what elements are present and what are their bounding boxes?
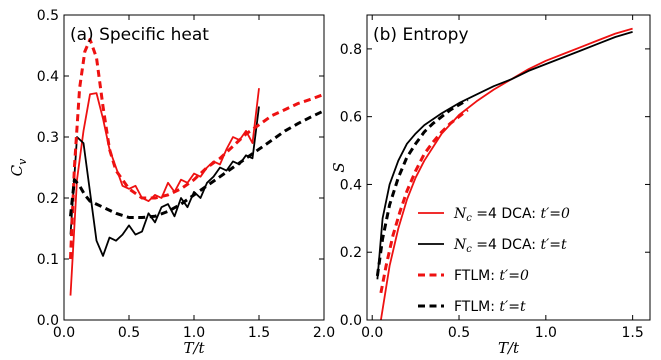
- y-tick-label: 0.2: [340, 245, 362, 261]
- y-tick-label: 0.0: [37, 313, 59, 329]
- legend-entry-label: Nc =4 DCA: t′=0: [453, 206, 570, 224]
- panel-entropy: 0.0 0.5 1.0 1.5 0.0 0.2 0.4 0.6 0.8 T/t S (b) Entro…: [330, 14, 651, 357]
- legend: Nc =4 DCA: t′=0 Nc =4 DCA: t′=t FTLM: t′=0…: [418, 206, 570, 315]
- y-tick-label: 0.5: [37, 8, 59, 24]
- y-tick-label: 0.0: [340, 313, 362, 329]
- series-line-black-solid: [69, 106, 260, 257]
- y-tick-label: 0.2: [37, 191, 59, 207]
- series-line-red-dashed: [69, 37, 324, 260]
- series-line-black-dashed: [69, 109, 324, 219]
- y-tick-label: 0.3: [37, 130, 59, 146]
- x-axis-label: T/t: [498, 339, 520, 357]
- panel-specific-heat: 0.0 0.5 1.0 1.5 2.0 0.0 0.1 0.2 0.3 0.4 0.5 T/t Cv (a…: [8, 8, 335, 357]
- legend-entry-label: FTLM: t′=t: [454, 299, 526, 315]
- series-line-black-solid: [376, 31, 633, 280]
- x-tick-label: 1.0: [183, 325, 205, 341]
- x-tick-label: 1.5: [622, 325, 644, 341]
- series-line-red-solid: [69, 88, 260, 296]
- panel-title: (a) Specific heat: [70, 25, 209, 45]
- x-tick-label: 0.5: [448, 325, 470, 341]
- panel-title: (b) Entropy: [373, 25, 469, 45]
- y-tick-label: 0.4: [340, 177, 362, 193]
- y-tick-label: 0.6: [340, 110, 362, 126]
- x-tick-label: 0.5: [118, 325, 140, 341]
- y-axis-label: S: [330, 162, 348, 172]
- x-tick-label: 0.0: [53, 325, 75, 341]
- y-tick-label: 0.4: [37, 69, 59, 85]
- series-line-red-dashed: [379, 108, 469, 294]
- y-axis-label: Cv: [8, 158, 29, 176]
- series-group: [375, 27, 633, 320]
- legend-entry-label: FTLM: t′=0: [454, 268, 529, 284]
- series-line-red-solid: [380, 27, 633, 320]
- x-tick-label: 0.0: [361, 325, 383, 341]
- x-axis-label: T/t: [183, 339, 205, 357]
- legend-entry-label: Nc =4 DCA: t′=t: [453, 237, 567, 255]
- x-tick-label: 2.0: [313, 325, 335, 341]
- y-tick-label: 0.8: [340, 42, 362, 58]
- plot-frame: [366, 14, 651, 321]
- series-line-black-dashed: [375, 98, 469, 277]
- x-tick-label: 1.5: [248, 325, 270, 341]
- y-tick-label: 0.1: [37, 252, 59, 268]
- series-group: [69, 37, 324, 296]
- x-tick-label: 1.0: [535, 325, 557, 341]
- plot-frame: [63, 14, 325, 321]
